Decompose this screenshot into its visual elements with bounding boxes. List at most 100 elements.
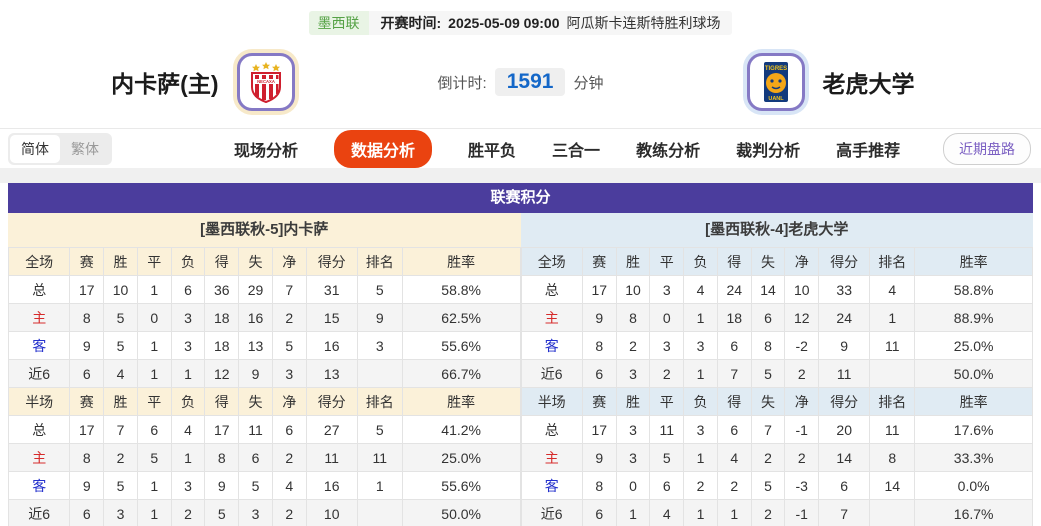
stat-cell: 8 — [615, 303, 651, 332]
stat-cell: 2 — [750, 499, 786, 526]
column-header: 胜 — [615, 387, 651, 416]
table-row: 客 9 5 1 3 18 13 5 16 3 55.6% — [7, 331, 521, 360]
column-header: 负 — [170, 387, 206, 416]
column-header: 平 — [649, 247, 685, 276]
row-label: 主 — [520, 303, 583, 332]
stat-cell: 8 — [69, 443, 105, 472]
table-row: 客 9 5 1 3 9 5 4 16 1 55.6% — [7, 471, 521, 500]
column-header: 平 — [649, 387, 685, 416]
stat-cell: 18 — [204, 303, 240, 332]
stat-cell: 66.7% — [401, 359, 521, 388]
stat-cell: 2 — [649, 359, 685, 388]
stat-cell: 5 — [204, 499, 240, 526]
stat-cell: 11 — [869, 331, 916, 360]
stat-cell: 6 — [750, 303, 786, 332]
stat-cell: 1 — [136, 331, 172, 360]
away-table-header: [墨西联秋-4]老虎大学 — [520, 213, 1033, 247]
home-team-logo: NECAXA — [236, 53, 295, 111]
row-label: 客 — [7, 331, 71, 360]
stat-cell: 5 — [649, 443, 685, 472]
home-team-side: 内卡萨(主) NECAXA — [0, 53, 351, 111]
section-label: 全场 — [520, 247, 583, 276]
column-header: 得分 — [305, 247, 358, 276]
match-header-card: 墨西联 开赛时间: 2025-05-09 09:00 阿瓜斯卡连斯特胜利球场 内… — [0, 0, 1041, 128]
home-stats-table: 全场赛胜平负得失净得分 排名 胜率总 17 10 1 6 36 29 7 31 5 58.8% 主 8 5 0 3… — [7, 247, 521, 526]
row-label: 近6 — [7, 359, 71, 388]
column-header: 负 — [683, 387, 718, 416]
stat-cell: 0 — [136, 303, 172, 332]
stat-cell: 1 — [356, 471, 403, 500]
stat-cell: 50.0% — [914, 359, 1033, 388]
stat-cell: 3 — [271, 359, 307, 388]
page-gap-band — [0, 168, 1041, 183]
stat-cell: 8 — [204, 443, 240, 472]
stat-cell: 16.7% — [914, 499, 1033, 526]
table-row: 主 9 8 0 1 18 6 12 24 1 88.9% — [520, 303, 1033, 332]
stat-cell: 18 — [204, 331, 240, 360]
nav-tab[interactable]: 裁判分析 — [736, 142, 801, 160]
stat-cell: 16 — [238, 303, 273, 332]
nav-tab[interactable]: 胜平负 — [468, 142, 517, 160]
section-label: 半场 — [7, 387, 71, 416]
column-header: 净 — [271, 387, 307, 416]
column-header: 赛 — [69, 387, 105, 416]
stat-cell: 33 — [818, 275, 871, 304]
svg-text:NECAXA: NECAXA — [257, 79, 275, 84]
stat-cell: 5 — [238, 471, 273, 500]
countdown: 倒计时: 1591 分钟 — [351, 68, 691, 96]
stat-cell: -2 — [784, 331, 820, 360]
column-header-row: 半场赛胜平负得失净得分 排名 胜率 — [520, 387, 1033, 416]
stat-cell: 4 — [170, 415, 206, 444]
countdown-unit: 分钟 — [573, 74, 604, 92]
row-label: 主 — [520, 443, 583, 472]
stat-cell: 2 — [716, 471, 752, 500]
stat-cell: 18 — [716, 303, 752, 332]
stat-cell: 6 — [69, 359, 105, 388]
recent-trend-button[interactable]: 近期盘路 — [943, 132, 1031, 165]
stat-cell: 3 — [170, 303, 206, 332]
stat-cell: 7 — [716, 359, 752, 388]
stat-cell: 5 — [750, 471, 786, 500]
stat-cell: 11 — [649, 415, 685, 444]
table-row: 主 8 5 0 3 18 16 2 15 9 62.5% — [7, 303, 521, 332]
table-row: 主 8 2 5 1 8 6 2 11 11 25.0% — [7, 443, 521, 472]
stat-cell: 9 — [69, 471, 105, 500]
column-header: 排名 — [869, 247, 916, 276]
stat-cell: 58.8% — [401, 275, 521, 304]
stat-cell — [869, 359, 916, 388]
stat-cell: 3 — [170, 471, 206, 500]
column-header: 赛 — [69, 247, 105, 276]
lang-simplified-button[interactable]: 简体 — [10, 134, 60, 163]
stat-cell: 1 — [136, 275, 172, 304]
league-badge[interactable]: 墨西联 — [308, 11, 369, 35]
nav-tab[interactable]: 教练分析 — [636, 142, 701, 160]
row-label: 客 — [520, 331, 583, 360]
stat-cell: 6 — [581, 359, 617, 388]
stat-cell: 4 — [271, 471, 307, 500]
stat-cell: 0.0% — [914, 471, 1033, 500]
column-header: 净 — [784, 387, 820, 416]
row-label: 总 — [520, 275, 583, 304]
nav-tab[interactable]: 三合一 — [552, 142, 601, 160]
stat-cell: 14 — [869, 471, 916, 500]
stat-cell: 5 — [356, 415, 403, 444]
nav-tab[interactable]: 高手推荐 — [836, 142, 901, 160]
table-row: 主 9 3 5 1 4 2 2 14 8 33.3% — [520, 443, 1033, 472]
kickoff-label: 开赛时间: — [380, 15, 442, 31]
nav-tab[interactable]: 现场分析 — [234, 142, 299, 160]
stat-cell: 3 — [615, 359, 651, 388]
stat-cell: 6 — [69, 499, 105, 526]
stat-cell: 17 — [204, 415, 240, 444]
stat-cell: 6 — [716, 415, 752, 444]
away-team-side: TIGRES UANL 老虎大学 — [691, 53, 1041, 111]
stat-cell: 13 — [305, 359, 358, 388]
column-header: 排名 — [356, 247, 403, 276]
stat-cell: 8 — [581, 471, 617, 500]
stat-cell: 9 — [818, 331, 871, 360]
section-label: 半场 — [520, 387, 583, 416]
stat-cell: 58.8% — [914, 275, 1033, 304]
nav-tab[interactable]: 数据分析 — [334, 129, 433, 168]
stat-cell: 11 — [818, 359, 871, 388]
lang-traditional-button[interactable]: 繁体 — [71, 140, 99, 157]
stat-cell: 6 — [238, 443, 273, 472]
